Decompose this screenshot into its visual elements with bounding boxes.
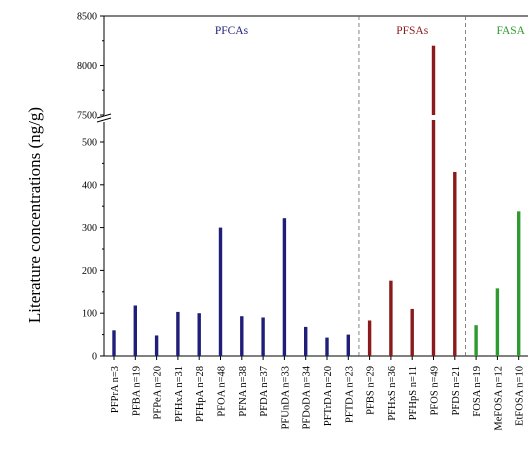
bar — [367, 320, 372, 356]
bar — [474, 325, 478, 356]
y-tick-label: 500 — [82, 138, 97, 149]
y-tick-label: 300 — [82, 223, 97, 234]
group-label: FASA — [496, 25, 525, 37]
x-tick-label: EtFOSA n=10 — [515, 366, 526, 426]
y-tick-label: 0 — [92, 352, 97, 363]
bar — [240, 316, 244, 356]
x-tick-label: PFTDA n=23 — [344, 366, 355, 423]
axis-break-mark — [96, 117, 112, 123]
y-tick-label: 400 — [82, 180, 97, 191]
x-tick-label: MeFOSA n=12 — [493, 366, 504, 431]
group-label: PFSAs — [396, 25, 428, 37]
bar — [282, 218, 287, 356]
bar — [453, 171, 457, 356]
bar — [304, 326, 308, 356]
y-tick-label: 200 — [82, 266, 97, 277]
x-tick-label: PFDS n=21 — [451, 366, 462, 415]
bar — [410, 308, 414, 356]
bar-upper — [431, 45, 436, 116]
bar — [495, 288, 500, 356]
bar — [325, 337, 329, 356]
x-tick-label: PFHxS n=36 — [387, 366, 398, 421]
bar — [389, 280, 393, 356]
x-tick-label: PFPeA n=20 — [153, 366, 164, 419]
x-tick-label: PFOS n=49 — [430, 366, 441, 415]
y-tick-label: 8000 — [77, 61, 97, 72]
bar — [176, 311, 180, 356]
y-tick-label: 100 — [82, 309, 97, 320]
x-tick-label: PFHpA n=28 — [195, 366, 206, 422]
x-tick-label: PFDoDA n=34 — [302, 365, 313, 429]
bar — [133, 305, 137, 356]
group-label: PFCAs — [215, 25, 249, 37]
x-tick-label: PFBS n=29 — [366, 366, 377, 415]
y-tick-label: 8500 — [77, 12, 97, 23]
x-tick-label: PFHxA n=31 — [174, 366, 185, 422]
bar — [112, 330, 116, 356]
x-tick-label: PFNA n=38 — [238, 366, 249, 417]
bar — [517, 211, 521, 356]
x-tick-label: PFTrDA n=20 — [323, 366, 334, 426]
bar — [346, 334, 350, 356]
x-tick-label: PFOA n=48 — [217, 366, 228, 417]
x-tick-label: PFUnDA n=33 — [280, 366, 291, 429]
x-tick-label: PFBA n=19 — [131, 366, 142, 416]
bar — [154, 335, 159, 356]
bar — [218, 227, 223, 356]
x-tick-label: FOSA n=19 — [472, 366, 483, 417]
bar — [431, 120, 436, 356]
y-axis-label: Literature concentrations (ng/g) — [25, 107, 44, 323]
x-tick-label: PFDA n=37 — [259, 366, 270, 417]
x-tick-label: PFHpS n=11 — [408, 366, 419, 420]
y-tick-label: 7500 — [77, 111, 97, 122]
plot-area: 0 100 200 300 400 500 7500 8000 8500 PFCAs PFSAs FA… — [77, 12, 528, 431]
axis-break-mark — [96, 113, 112, 119]
bar — [197, 313, 201, 356]
bar — [261, 317, 265, 356]
x-tick-label: PFPrA n=3 — [110, 366, 121, 413]
